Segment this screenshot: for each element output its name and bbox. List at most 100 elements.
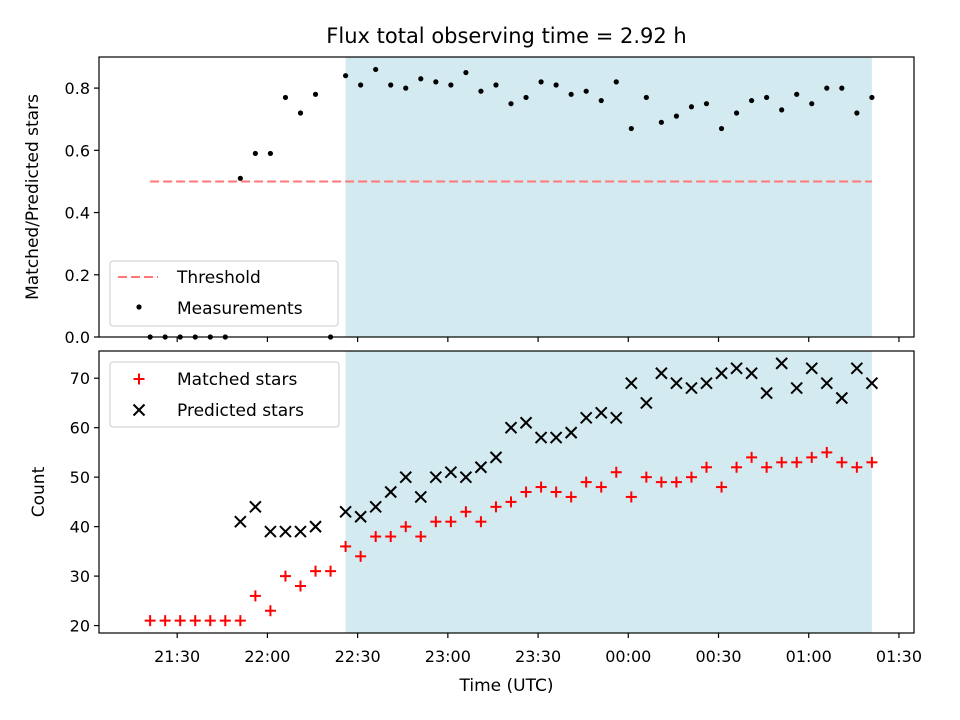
matched-star-point (249, 590, 261, 602)
measurement-point (237, 175, 243, 181)
x-tick-label: 21:30 (154, 647, 200, 666)
measurement-point (282, 94, 289, 101)
x-marker-stroke (625, 376, 638, 390)
matched-star-point (279, 570, 291, 582)
x-tick-label: 00:30 (695, 647, 741, 666)
matched-star-point (731, 461, 743, 473)
measurement-point (854, 110, 860, 116)
ratio-y-axis: 0.0 0.2 0.4 0.6 0.8 (65, 79, 99, 347)
predicted-star-point (595, 406, 608, 420)
x-marker-stroke (865, 376, 879, 390)
count-legend-box (109, 361, 340, 428)
count-y-axis: 20 30 40 50 60 70 (70, 369, 99, 636)
matched-star-point (535, 481, 547, 493)
matched-star-point (234, 615, 246, 627)
matched-star-point (565, 491, 577, 503)
measurement-point (703, 101, 710, 107)
x-marker-stroke (429, 470, 443, 484)
x-marker-stroke (760, 386, 773, 400)
x-marker-stroke (264, 525, 277, 538)
matched-star-point (685, 471, 697, 483)
y-tick-label: 0.4 (65, 204, 90, 223)
measurement-point (388, 82, 394, 88)
matched-star-point (550, 486, 562, 498)
measurement-point (418, 76, 424, 82)
x-marker-stroke (489, 451, 503, 464)
matched-star-point (475, 516, 487, 528)
x-tick-label: 22:00 (244, 647, 290, 666)
legend-threshold-label: Threshold (176, 268, 261, 288)
x-marker-stroke (384, 485, 397, 499)
x-marker-stroke (354, 510, 367, 523)
matched-star-point (264, 605, 276, 617)
y-tick-label: 60 (70, 419, 90, 438)
matched-star-point (761, 461, 773, 473)
x-marker-stroke (820, 376, 833, 390)
matched-star-point (670, 476, 682, 488)
matched-star-point (340, 540, 352, 552)
matched-star-point (866, 456, 878, 468)
matched-star-point (159, 615, 171, 627)
matched-star-point (520, 486, 532, 498)
predicted-star-point (279, 525, 292, 538)
y-tick-label: 0.0 (65, 328, 90, 347)
x-marker-stroke (504, 421, 518, 434)
x-marker-stroke (459, 470, 473, 484)
x-marker-stroke (700, 376, 713, 390)
measurement-point (733, 110, 740, 116)
x-marker-stroke (790, 381, 803, 395)
measurement-point (598, 97, 604, 104)
predicted-star-point (534, 431, 548, 444)
x-marker-stroke (294, 525, 307, 538)
measurement-point (478, 88, 484, 94)
x-tick-label: 22:30 (335, 647, 381, 666)
measurement-point (312, 91, 319, 97)
x-marker-stroke (399, 470, 412, 484)
x-marker-stroke (474, 461, 488, 474)
legend-predicted-swatch (132, 403, 146, 417)
measurement-point (658, 119, 664, 125)
x-tick-label: 00:00 (605, 647, 651, 666)
matched-star-point (806, 451, 818, 463)
matched-star-point (294, 580, 306, 592)
x-tick-label: 23:30 (515, 647, 561, 666)
measurement-point (824, 85, 830, 91)
predicted-star-point (760, 386, 773, 400)
measurement-point (267, 150, 274, 157)
predicted-star-point (549, 431, 563, 444)
measurement-point (523, 94, 529, 101)
predicted-star-point (835, 391, 849, 405)
x-marker-stroke (534, 431, 548, 444)
y-tick-label: 70 (70, 369, 90, 388)
ratio-x-ticks (176, 337, 900, 342)
measurement-point (448, 82, 454, 88)
matched-star-point (700, 461, 712, 473)
measurement-point (839, 85, 845, 91)
predicted-star-point (234, 515, 247, 528)
measurement-point (628, 125, 634, 132)
x-marker-stroke (775, 357, 788, 370)
measurement-point (343, 73, 349, 79)
predicted-star-point (730, 362, 743, 375)
measurement-point (764, 94, 770, 101)
matched-star-point (490, 501, 502, 513)
matched-star-point (746, 451, 758, 463)
x-marker-stroke (579, 411, 593, 424)
predicted-star-point (640, 396, 653, 410)
matched-star-point (580, 476, 592, 488)
measurement-point (433, 79, 439, 85)
x-marker-stroke (132, 403, 146, 417)
predicted-star-point (865, 376, 879, 390)
count-y-axis-label: Count (29, 466, 49, 517)
predicted-star-point (700, 376, 713, 390)
measurement-point (373, 66, 379, 73)
x-marker-stroke (369, 500, 382, 514)
matched-star-point (355, 550, 367, 562)
x-tick-label: 01:30 (876, 647, 922, 666)
measurement-point (463, 69, 469, 76)
matched-star-point (610, 466, 622, 478)
y-tick-label: 0.6 (65, 141, 90, 160)
x-marker-stroke (730, 362, 743, 375)
predicted-star-point (715, 367, 728, 380)
legend-matched-swatch (133, 373, 145, 385)
